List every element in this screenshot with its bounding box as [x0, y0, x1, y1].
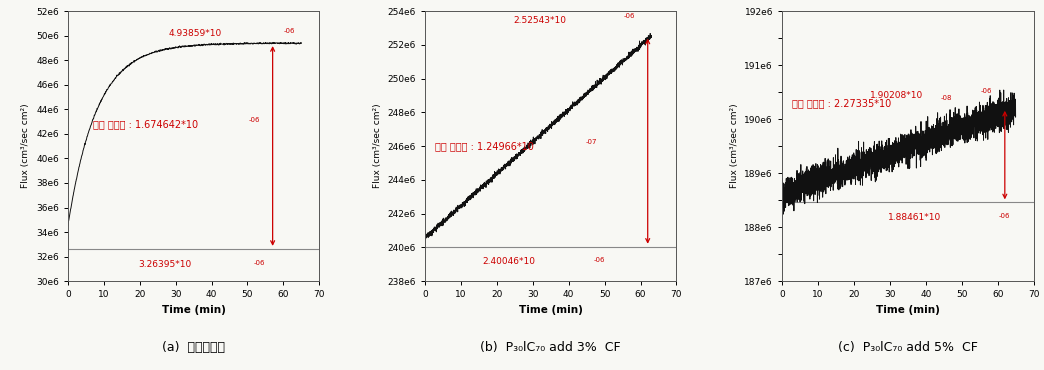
Text: -06: -06 — [284, 28, 295, 34]
Text: -06: -06 — [998, 213, 1010, 219]
X-axis label: Time (min): Time (min) — [876, 305, 940, 315]
Text: (c)  P₃₀lC₇₀ add 5%  CF: (c) P₃₀lC₇₀ add 5% CF — [838, 341, 978, 354]
Y-axis label: Flux (cm³/sec cm²): Flux (cm³/sec cm²) — [21, 104, 30, 188]
Text: -06: -06 — [593, 258, 604, 263]
Text: -06: -06 — [980, 88, 992, 94]
Text: -08: -08 — [941, 94, 952, 101]
X-axis label: Time (min): Time (min) — [162, 305, 226, 315]
Y-axis label: Flux (cm³/sec cm²): Flux (cm³/sec cm²) — [373, 104, 382, 188]
Text: 2.40046*10: 2.40046*10 — [482, 258, 536, 266]
Text: 1.88461*10: 1.88461*10 — [887, 213, 941, 222]
Text: -06: -06 — [248, 118, 260, 124]
Text: 1.90208*10: 1.90208*10 — [870, 91, 923, 100]
Y-axis label: Flux (cm³/sec cm²): Flux (cm³/sec cm²) — [730, 104, 739, 188]
Text: 4.93859*10: 4.93859*10 — [168, 29, 221, 38]
Text: 2.52543*10: 2.52543*10 — [513, 16, 566, 25]
Text: -07: -07 — [586, 139, 597, 145]
Text: 수소 투과도 : 1.674642*10: 수소 투과도 : 1.674642*10 — [93, 120, 198, 130]
Text: 수소 투과도 : 2.27335*10: 수소 투과도 : 2.27335*10 — [792, 98, 892, 108]
Text: 3.26395*10: 3.26395*10 — [138, 260, 191, 269]
Text: -06: -06 — [623, 13, 635, 20]
Text: -06: -06 — [254, 260, 265, 266]
Text: (a)  그라파이트: (a) 그라파이트 — [162, 341, 226, 354]
X-axis label: Time (min): Time (min) — [519, 305, 583, 315]
Text: (b)  P₃₀lC₇₀ add 3%  CF: (b) P₃₀lC₇₀ add 3% CF — [480, 341, 621, 354]
Text: 수소 투과도 : 1.24966*10: 수소 투과도 : 1.24966*10 — [435, 141, 533, 151]
